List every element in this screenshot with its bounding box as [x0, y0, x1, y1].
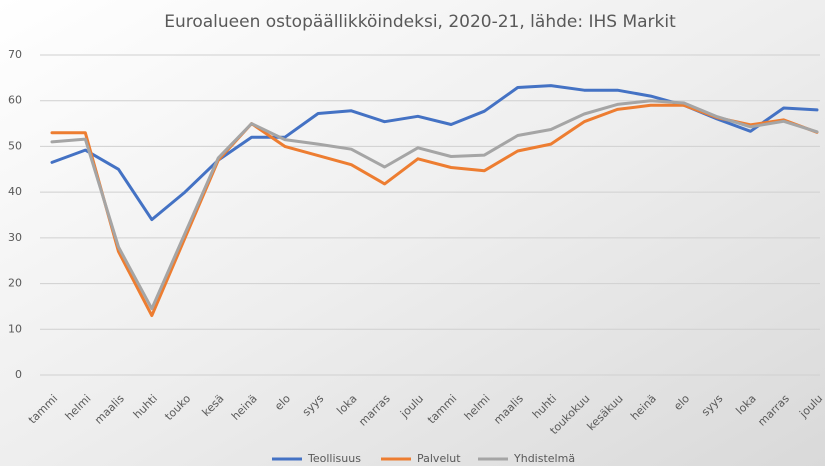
y-tick-label: 50: [8, 139, 22, 152]
y-tick-label: 40: [8, 185, 22, 198]
legend-label: Yhdistelmä: [513, 452, 575, 465]
y-tick-label: 60: [8, 94, 22, 107]
legend-label: Palvelut: [417, 452, 461, 465]
chart-title: Euroalueen ostopäällikköindeksi, 2020-21…: [164, 12, 676, 32]
chart: Euroalueen ostopäällikköindeksi, 2020-21…: [0, 0, 825, 466]
y-tick-label: 10: [8, 322, 22, 335]
legend-label: Teollisuus: [307, 452, 361, 465]
y-tick-label: 20: [8, 277, 22, 290]
y-tick-label: 0: [15, 368, 22, 381]
y-tick-label: 70: [8, 48, 22, 61]
y-tick-label: 30: [8, 231, 22, 244]
